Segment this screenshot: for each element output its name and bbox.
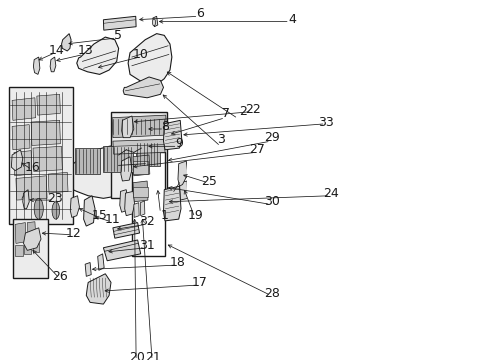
Text: 13: 13 — [77, 45, 93, 58]
Text: 3: 3 — [217, 133, 225, 146]
Polygon shape — [11, 150, 23, 171]
Circle shape — [34, 198, 43, 219]
Polygon shape — [23, 190, 29, 209]
Polygon shape — [33, 146, 62, 171]
Polygon shape — [83, 196, 95, 226]
Text: 20: 20 — [129, 351, 144, 360]
Text: 26: 26 — [52, 270, 68, 283]
Polygon shape — [33, 57, 40, 75]
Text: 19: 19 — [187, 209, 203, 222]
Polygon shape — [50, 57, 56, 72]
Bar — [133, 187, 147, 198]
Bar — [75, 148, 100, 174]
Polygon shape — [120, 190, 128, 212]
Bar — [131, 152, 164, 256]
Polygon shape — [27, 222, 36, 237]
Polygon shape — [48, 172, 68, 193]
Text: 17: 17 — [191, 276, 207, 289]
Polygon shape — [113, 222, 139, 238]
Text: 16: 16 — [25, 161, 41, 174]
Polygon shape — [133, 155, 149, 176]
Polygon shape — [140, 201, 144, 216]
Polygon shape — [134, 203, 139, 217]
Text: 22: 22 — [244, 103, 260, 116]
Text: 33: 33 — [318, 116, 333, 129]
Text: 29: 29 — [264, 131, 279, 144]
Polygon shape — [12, 98, 36, 120]
Bar — [102, 146, 133, 172]
Text: 7: 7 — [222, 107, 230, 120]
Polygon shape — [113, 139, 164, 154]
Polygon shape — [163, 186, 181, 221]
Text: 25: 25 — [201, 175, 217, 188]
Polygon shape — [103, 240, 141, 261]
Bar — [33, 243, 39, 252]
Bar — [24, 245, 31, 254]
Circle shape — [52, 202, 60, 219]
Polygon shape — [23, 228, 41, 250]
Text: 18: 18 — [169, 256, 185, 269]
Polygon shape — [77, 37, 119, 75]
Polygon shape — [70, 196, 79, 217]
Polygon shape — [86, 274, 111, 304]
Text: 30: 30 — [264, 195, 279, 208]
Polygon shape — [15, 222, 26, 243]
Bar — [133, 161, 148, 174]
Text: 14: 14 — [48, 45, 64, 58]
Text: 4: 4 — [287, 13, 295, 26]
Polygon shape — [153, 16, 158, 27]
Text: 10: 10 — [132, 48, 148, 61]
Polygon shape — [128, 33, 171, 86]
Polygon shape — [133, 181, 147, 202]
Polygon shape — [123, 77, 163, 98]
Polygon shape — [112, 115, 166, 138]
Bar — [136, 142, 160, 166]
Text: 28: 28 — [264, 287, 279, 300]
Polygon shape — [98, 254, 104, 270]
Polygon shape — [121, 157, 132, 181]
Text: 24: 24 — [323, 186, 338, 200]
Text: 31: 31 — [139, 239, 155, 252]
Text: 11: 11 — [104, 213, 120, 226]
Circle shape — [152, 19, 155, 26]
Text: 8: 8 — [161, 120, 169, 133]
Polygon shape — [163, 120, 182, 150]
Bar — [15, 245, 23, 256]
Text: 12: 12 — [66, 226, 81, 239]
Polygon shape — [122, 116, 134, 138]
Text: 9: 9 — [174, 137, 183, 150]
Polygon shape — [85, 262, 91, 276]
Polygon shape — [61, 33, 71, 51]
Polygon shape — [37, 94, 61, 115]
Polygon shape — [179, 181, 187, 200]
Bar — [13, 219, 48, 278]
Text: 23: 23 — [47, 192, 63, 205]
Text: 27: 27 — [248, 143, 264, 156]
Bar — [9, 87, 73, 224]
Polygon shape — [14, 151, 32, 176]
Text: 6: 6 — [196, 7, 204, 20]
Polygon shape — [124, 192, 134, 216]
Text: 32: 32 — [139, 215, 155, 228]
Polygon shape — [103, 16, 136, 30]
Polygon shape — [16, 176, 47, 200]
Polygon shape — [12, 125, 30, 150]
Text: 1: 1 — [160, 209, 168, 222]
Bar — [111, 112, 167, 198]
Text: 2: 2 — [239, 105, 247, 118]
Polygon shape — [31, 120, 61, 145]
Text: 5: 5 — [114, 29, 122, 42]
Text: 21: 21 — [144, 351, 161, 360]
Polygon shape — [178, 161, 187, 186]
Polygon shape — [62, 135, 166, 198]
Text: 15: 15 — [92, 209, 108, 222]
